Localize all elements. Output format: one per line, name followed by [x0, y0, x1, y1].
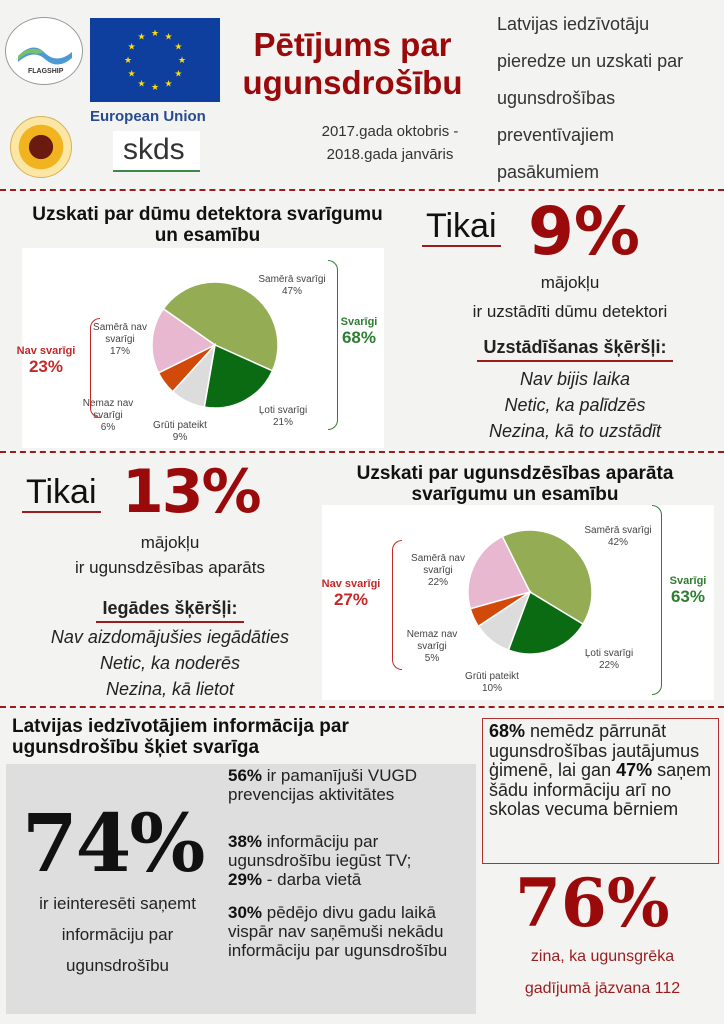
slice-label: Samērā svarīgi 42 — [584, 525, 651, 549]
star-icon: ★ — [174, 42, 182, 52]
obstacle-item: Nezina, kā to uzstādīt — [488, 421, 662, 441]
slice-label: Samērā svarīgi 47 — [258, 274, 325, 298]
extinguisher-pie — [467, 529, 593, 655]
obstacles-title: Iegādes šķēršļi: — [96, 598, 244, 623]
pie-slice — [507, 590, 585, 655]
divider — [0, 451, 724, 453]
star-icon: ★ — [128, 42, 136, 52]
title-line-2: ugunsdrošību — [242, 64, 463, 101]
caption-line: zina, ka ugunsgrēka — [530, 948, 675, 965]
title-line-1: Pētījums par — [253, 26, 452, 63]
group-important: Svarīgi 63 — [670, 575, 707, 607]
star-icon: ★ — [164, 32, 172, 42]
wave-icon — [18, 47, 72, 65]
description-line: Latvijas iedzīvotāju — [497, 14, 650, 34]
caption-line: ir ieinteresēti saņemt — [39, 894, 196, 913]
slice-label: Samērā nav svarīgi 17 — [90, 322, 150, 358]
brace — [652, 505, 662, 695]
slice-label: Ļoti svarīgi 22 — [585, 648, 633, 672]
eu-label: European Union — [90, 108, 206, 125]
group-important: Svarīgi 68 — [341, 316, 378, 348]
extinguisher-big-stat: 13% — [122, 457, 262, 527]
star-icon: ★ — [164, 78, 172, 88]
smoke-chart-title: Uzskati par dūmu detektora svarīgumu un … — [32, 204, 383, 246]
smoke-big-stat: 9% — [528, 193, 641, 270]
brace — [392, 540, 402, 670]
caption-line: gadījumā jāzvana 112 — [524, 980, 681, 997]
obstacles-list: Nav bijis laika Netic, ka palīdzēs Nezin… — [430, 366, 720, 444]
date-line-2: 2018.gada janvāris — [326, 146, 454, 163]
smoke-line-2: ir uzstādīti dūmu detektori — [472, 302, 668, 321]
description-line: pasākumiem — [497, 162, 600, 182]
pie-slice — [467, 535, 532, 610]
star-icon: ★ — [151, 82, 159, 92]
date-range: 2017.gada oktobris - 2018.gada janvāris — [290, 120, 490, 166]
caption-line: ugunsdrošību — [65, 956, 170, 975]
obstacle-item: Nav aizdomājušies iegādāties — [50, 627, 290, 647]
obstacle-item: Nezina, kā lietot — [105, 679, 235, 699]
group-not-important: Nav svarīgi 27 — [322, 578, 381, 610]
info-panel — [6, 764, 476, 1014]
description: Latvijas iedzīvotāju pieredze un uzskati… — [497, 6, 722, 191]
smoke-line-1: mājokļu — [540, 273, 600, 292]
slice-label: Grūti pateikt 9 — [153, 420, 207, 444]
family-fact-box: 68% nemēdz pārrunāt ugunsdrošības jautāj… — [482, 718, 719, 864]
divider — [0, 706, 724, 708]
brace — [328, 260, 338, 430]
pie-slice — [162, 281, 279, 372]
obstacle-item: Netic, ka noderēs — [99, 653, 241, 673]
fact-56: 56% ir pamanījuši VUGD prevencijas aktiv… — [228, 766, 417, 804]
extinguisher-line-2: ir ugunsdzēsības aparāts — [75, 558, 265, 577]
slice-label: Ļoti svarīgi 21 — [259, 405, 307, 429]
fact-30: 30% pēdējo divu gadu laikā vispār nav sa… — [228, 903, 448, 960]
vugd-emblem — [10, 116, 72, 178]
pie-slice — [497, 529, 593, 626]
star-icon: ★ — [174, 69, 182, 79]
obstacle-item: Netic, ka palīdzēs — [504, 395, 646, 415]
divider — [0, 189, 724, 191]
emergency-big-stat: 76% — [515, 864, 670, 942]
tikai-label: Tikai — [422, 207, 501, 247]
date-line-1: 2017.gada oktobris - — [321, 123, 459, 140]
page-title: Pētījums par ugunsdrošību — [220, 26, 485, 102]
skds-text: skds — [123, 133, 185, 166]
info-title: Latvijas iedzīvotājiem informācija par u… — [12, 716, 349, 758]
star-icon: ★ — [178, 55, 186, 65]
description-line: pieredze un uzskati par — [497, 51, 684, 71]
brace — [90, 318, 100, 418]
extinguisher-chart-title: Uzskati par ugunsdzēsības aparāta svarīg… — [356, 463, 674, 505]
pie-slice — [151, 307, 217, 374]
group-not-important: Nav svarīgi 23 — [17, 345, 76, 377]
skds-logo: skds — [113, 131, 200, 172]
star-icon: ★ — [151, 28, 159, 38]
tikai-label: Tikai — [22, 473, 101, 513]
description-line: ugunsdrošības — [497, 88, 616, 108]
caption-line: informāciju par — [61, 925, 174, 944]
eu-stars-icon: ★ ★★★★★★★★★★★ — [124, 28, 186, 92]
info-big-caption: ir ieinteresēti saņemt informāciju par u… — [10, 888, 225, 981]
obstacles-list: Nav aizdomājušies iegādāties Netic, ka n… — [10, 624, 330, 702]
obstacle-item: Nav bijis laika — [519, 369, 631, 389]
extinguisher-line-1: mājokļu — [140, 533, 200, 552]
slice-label: Nemaz nav svarīgi 5 — [405, 629, 459, 665]
star-icon: ★ — [124, 55, 132, 65]
smoke-pie — [151, 281, 279, 409]
star-icon: ★ — [137, 32, 145, 42]
emergency-caption: zina, ka ugunsgrēka gadījumā jāzvana 112 — [490, 941, 715, 1005]
star-icon: ★ — [137, 78, 145, 88]
slice-label: Samērā nav svarīgi 22 — [408, 553, 468, 589]
fact-38-29: 38% informāciju par ugunsdrošību iegūst … — [228, 832, 412, 889]
obstacles-title: Uzstādīšanas šķēršļi: — [477, 337, 673, 362]
flagship-logo: FLAGSHIP — [5, 17, 83, 85]
description-line: preventīvajiem — [497, 125, 615, 145]
info-big-stat: 74% — [22, 796, 205, 890]
flagship-text: FLAGSHIP — [28, 68, 64, 75]
slice-label: Nemaz nav svarīgi 6 — [81, 398, 135, 434]
eu-flag-logo: ★ ★ ★ ★ ★ ★ ★ ★ ★ ★ ★ ★ — [90, 18, 220, 102]
pie-slice — [203, 343, 274, 409]
star-icon: ★ — [128, 69, 136, 79]
slice-label: Grūti pateikt 10 — [465, 671, 519, 695]
